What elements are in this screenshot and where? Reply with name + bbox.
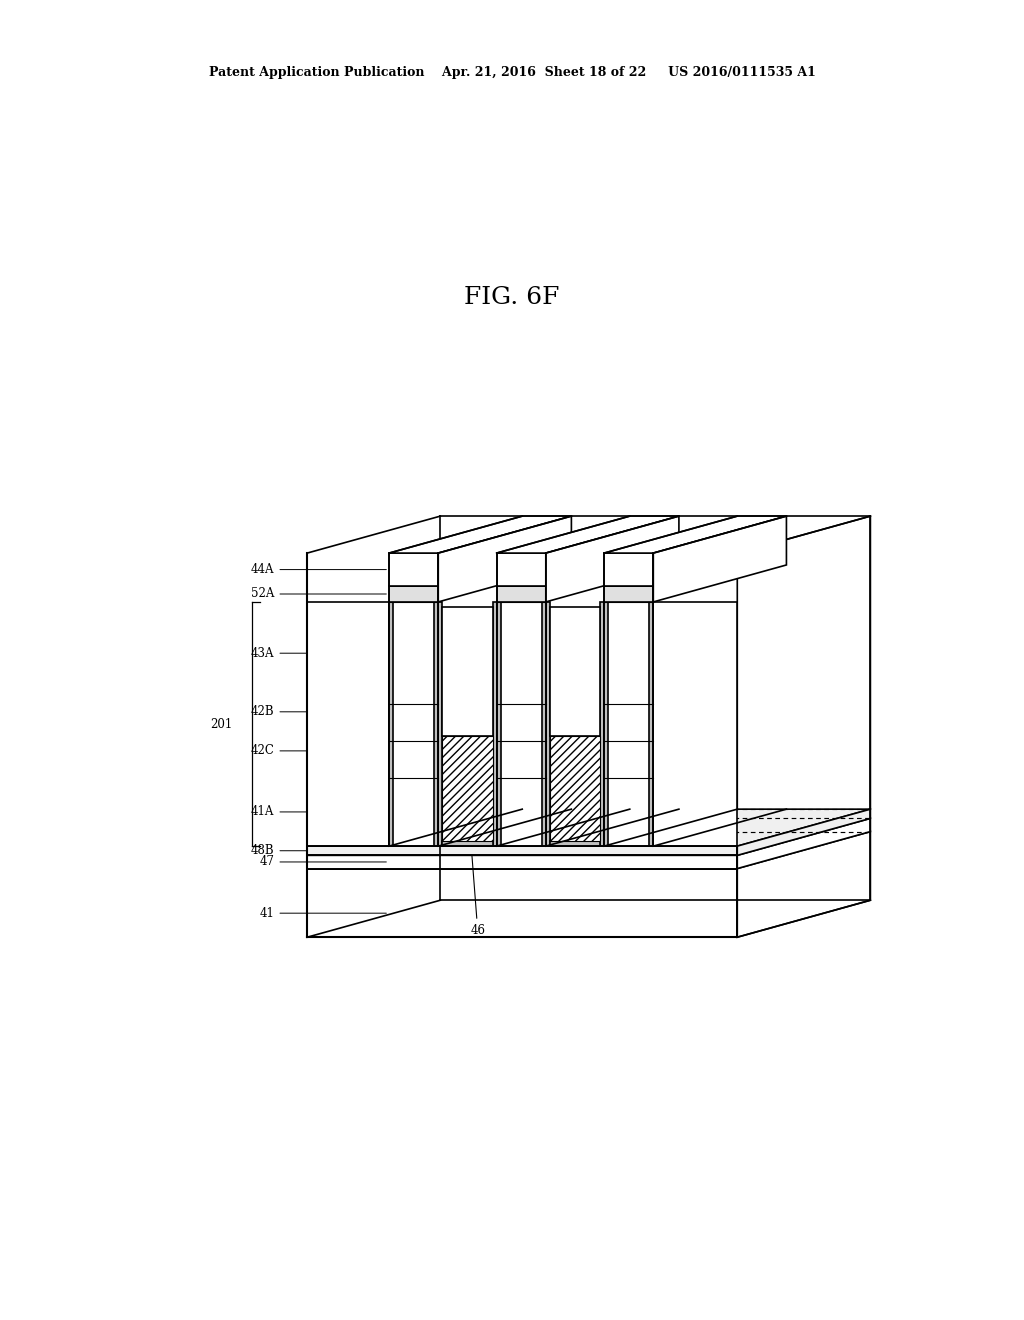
Polygon shape	[307, 832, 870, 869]
Polygon shape	[653, 602, 737, 846]
Polygon shape	[546, 516, 679, 602]
Text: 46: 46	[466, 801, 485, 937]
Text: 42C: 42C	[251, 744, 390, 758]
Text: 48B: 48B	[251, 845, 386, 857]
Polygon shape	[497, 549, 679, 586]
Polygon shape	[546, 602, 550, 846]
Polygon shape	[442, 607, 493, 737]
Polygon shape	[550, 607, 600, 737]
Polygon shape	[438, 516, 571, 602]
Polygon shape	[389, 549, 571, 586]
Polygon shape	[604, 602, 653, 846]
Text: 44A: 44A	[251, 564, 386, 576]
Polygon shape	[649, 602, 653, 846]
Polygon shape	[389, 553, 438, 586]
Polygon shape	[542, 602, 546, 846]
Text: 201: 201	[210, 718, 232, 730]
Polygon shape	[307, 818, 870, 855]
Text: 43A: 43A	[251, 647, 386, 660]
Polygon shape	[389, 602, 393, 846]
Polygon shape	[497, 602, 501, 846]
Text: 41: 41	[259, 907, 386, 920]
Polygon shape	[737, 818, 870, 869]
Text: 42B: 42B	[251, 705, 386, 718]
Polygon shape	[307, 809, 870, 846]
Polygon shape	[307, 846, 737, 855]
Polygon shape	[493, 602, 497, 846]
Polygon shape	[307, 855, 737, 869]
Polygon shape	[497, 602, 546, 846]
Polygon shape	[604, 553, 653, 586]
Polygon shape	[442, 737, 493, 841]
Polygon shape	[604, 516, 786, 553]
Text: 52A: 52A	[251, 587, 386, 601]
Polygon shape	[389, 586, 438, 602]
Polygon shape	[604, 549, 786, 586]
Polygon shape	[550, 841, 600, 846]
Polygon shape	[653, 516, 786, 602]
Polygon shape	[307, 869, 737, 937]
Polygon shape	[600, 602, 604, 846]
Text: 41A: 41A	[251, 805, 390, 818]
Polygon shape	[497, 586, 546, 602]
Polygon shape	[604, 586, 653, 602]
Polygon shape	[389, 516, 571, 553]
Polygon shape	[604, 602, 608, 846]
Polygon shape	[307, 602, 389, 846]
Polygon shape	[737, 832, 870, 937]
Polygon shape	[737, 516, 870, 846]
Polygon shape	[442, 841, 493, 846]
Polygon shape	[497, 553, 546, 586]
Text: Patent Application Publication    Apr. 21, 2016  Sheet 18 of 22     US 2016/0111: Patent Application Publication Apr. 21, …	[209, 66, 815, 79]
Polygon shape	[434, 602, 438, 846]
Polygon shape	[389, 602, 438, 846]
Text: 47: 47	[259, 855, 386, 869]
Polygon shape	[737, 809, 870, 855]
Text: FIG. 6F: FIG. 6F	[464, 285, 560, 309]
Polygon shape	[550, 737, 600, 841]
Polygon shape	[497, 516, 679, 553]
Polygon shape	[438, 602, 442, 846]
